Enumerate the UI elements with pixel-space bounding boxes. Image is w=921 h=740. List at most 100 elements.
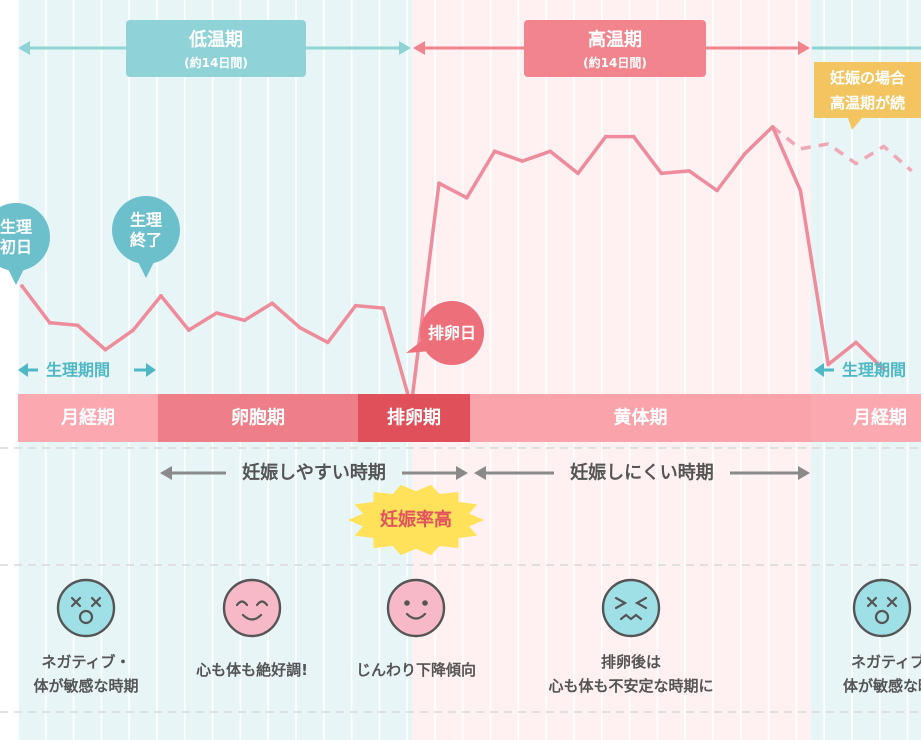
- face-circle: [56, 578, 116, 638]
- callout-tail: [137, 260, 155, 278]
- mouth: [874, 609, 890, 625]
- temperature-point: [715, 188, 719, 193]
- mood-text-line1: ネガティブ・: [41, 653, 130, 671]
- temperature-point: [798, 188, 803, 193]
- fertility-hard-arrow: 妊娠しにくい時期: [474, 462, 810, 484]
- callout-tail: [7, 267, 25, 285]
- phase-label-menstrual: 月経期: [852, 407, 907, 429]
- temperature-point: [437, 181, 441, 185]
- menses-start-callout-line1: 生理: [0, 218, 32, 237]
- mood-text-line1: 排卵後は: [601, 653, 661, 671]
- fertility-hard-arrow-label: 妊娠しにくい時期: [570, 462, 714, 484]
- high-period-badge: [524, 20, 706, 77]
- anxious-face-icon: [601, 578, 661, 638]
- temperature-point: [854, 340, 858, 345]
- menses-start-callout-line2: 初日: [0, 238, 32, 257]
- temperature-point: [242, 318, 247, 323]
- arrow-head-right: [456, 466, 468, 480]
- temperature-point: [20, 284, 24, 288]
- temperature-point: [298, 325, 302, 330]
- phase-label-ovulation: 排卵期: [387, 407, 441, 429]
- menstrual-period-right: 生理期間: [814, 361, 906, 380]
- mood-text-line1: ネガティブ: [851, 653, 921, 671]
- mood-text-line1: じんわり下降傾向: [356, 661, 476, 679]
- phase-label-follicular: 卵胞期: [231, 407, 285, 429]
- low-period-label: 低温期: [188, 29, 243, 51]
- mouth: [405, 612, 427, 620]
- callout-bubble: [420, 301, 484, 365]
- temperature-point: [270, 301, 275, 306]
- mouth: [619, 613, 643, 621]
- eye: [255, 600, 269, 607]
- pregnancy-note-callout: [814, 62, 921, 130]
- eye: [70, 596, 82, 608]
- arrow-head-left: [18, 41, 30, 55]
- arrow-head-left: [18, 363, 28, 377]
- temperature-point: [159, 294, 163, 298]
- menses-end-callout-line1: 生理: [130, 211, 162, 230]
- temperature-point: [103, 347, 108, 352]
- arrow-head-left: [474, 466, 486, 480]
- temperature-point: [187, 328, 191, 332]
- mouth: [241, 613, 263, 621]
- eye: [235, 600, 249, 607]
- temperature-point: [604, 134, 608, 139]
- pregnancy-note-line1: 妊娠の場合: [830, 69, 906, 87]
- callout-bubble: [112, 196, 180, 264]
- phase-segment-luteal: [470, 394, 811, 442]
- phase-segment-menstrual: [811, 394, 921, 442]
- temperature-point: [214, 311, 219, 315]
- phase-segment-menstrual: [18, 394, 158, 442]
- mood-text-line2: 心も体も不安定な時期に: [548, 677, 713, 695]
- temperature-point: [48, 321, 52, 325]
- menses-end-callout-line2: 終了: [130, 231, 162, 250]
- mood-text-line1: 心も体も絶好調!: [196, 661, 308, 679]
- pregnancy-note-line2: 高温期が続: [830, 94, 905, 112]
- temperature-point: [687, 169, 691, 173]
- temperature-point: [465, 196, 469, 200]
- face-circle: [222, 578, 282, 638]
- temperature-point: [520, 159, 525, 163]
- dizzy-face-icon: [852, 578, 912, 638]
- temperature-point: [381, 306, 386, 310]
- menstrual-period-left: 生理期間: [18, 361, 156, 380]
- high-period-sub: (約14日間): [583, 55, 647, 70]
- arrow-head-right: [798, 466, 810, 480]
- temperature-point: [743, 151, 747, 156]
- ovulation-day-callout: 排卵日: [406, 301, 484, 365]
- low-period-sub: (約14日間): [184, 55, 248, 70]
- menstrual-period-left-label: 生理期間: [46, 361, 110, 380]
- face-circle: [386, 578, 446, 638]
- eye: [614, 596, 628, 610]
- temperature-line: [20, 125, 886, 408]
- menstrual-period-right-label: 生理期間: [842, 361, 906, 380]
- temperature-point: [492, 149, 497, 154]
- dizzy-face-icon: [56, 578, 116, 638]
- temperature-point: [326, 340, 330, 345]
- high-fertility-label: 妊娠率高: [380, 509, 452, 531]
- eye: [404, 600, 410, 606]
- high-fertility-burst: [348, 484, 484, 556]
- phase-label-menstrual: 月経期: [60, 407, 115, 429]
- eye: [90, 596, 102, 608]
- fertility-easy-arrow-label: 妊娠しやすい時期: [242, 462, 386, 484]
- eye: [866, 596, 878, 608]
- temperature-point: [882, 367, 886, 372]
- mouth: [78, 609, 94, 625]
- high-period-label: 高温期: [588, 29, 642, 51]
- low-period-badge: [126, 20, 306, 77]
- temperature-point: [770, 125, 775, 129]
- arrow-head-left: [814, 363, 824, 377]
- phase-segment-follicular: [158, 394, 358, 442]
- phase-segment-ovulation: [358, 394, 470, 442]
- temperature-point: [131, 328, 135, 332]
- temperature-point: [576, 171, 580, 176]
- temperature-point: [826, 362, 830, 367]
- phase-label-luteal: 黄体期: [614, 407, 668, 429]
- smile-face-icon: [386, 578, 446, 638]
- temperature-point: [631, 134, 636, 139]
